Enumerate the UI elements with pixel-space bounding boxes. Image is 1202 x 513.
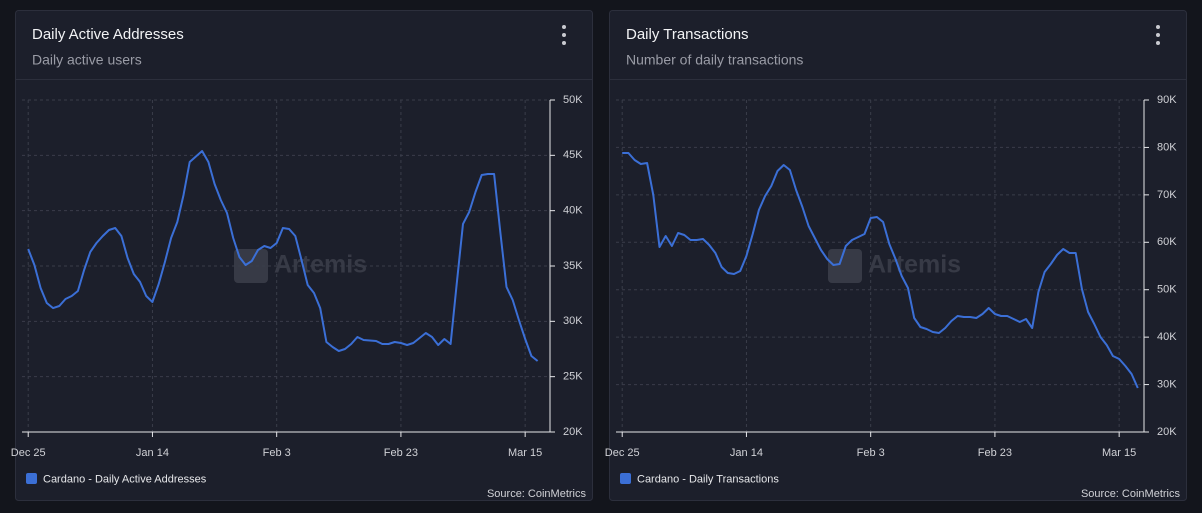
x-tick-label: Feb 23 (978, 447, 1012, 459)
panel-background (609, 10, 1187, 501)
data-line (27, 150, 539, 362)
watermark-text: Artemis (868, 251, 961, 279)
chart-title: Daily Active Addresses (32, 26, 184, 43)
y-tick-label: 90K (1157, 94, 1177, 106)
legend-label[interactable]: Cardano - Daily Transactions (637, 473, 779, 485)
watermark: Artemis (828, 249, 961, 283)
x-tick-label: Mar 15 (508, 447, 542, 459)
y-tick-label: 40K (563, 205, 583, 217)
y-tick-label: 30K (1157, 378, 1177, 390)
x-tick-label: Feb 3 (857, 447, 885, 459)
menu-dot (1156, 25, 1160, 29)
y-tick-label: 60K (1157, 236, 1177, 248)
y-tick-label: 80K (1157, 141, 1177, 153)
x-tick-label: Dec 25 (11, 447, 46, 459)
chart-subtitle: Daily active users (32, 52, 142, 68)
chart-panel: Daily Active Addresses Daily active users… (11, 10, 593, 501)
y-tick-label: 35K (563, 260, 583, 272)
y-tick-label: 50K (563, 94, 583, 106)
legend-label[interactable]: Cardano - Daily Active Addresses (43, 473, 207, 485)
y-tick-label: 45K (563, 149, 583, 161)
x-tick-label: Jan 14 (730, 447, 763, 459)
menu-dot (1156, 41, 1160, 45)
y-tick-label: 70K (1157, 189, 1177, 201)
watermark-text: Artemis (274, 251, 367, 279)
y-tick-label: 25K (563, 371, 583, 383)
chart-title: Daily Transactions (626, 26, 749, 43)
y-tick-label: 20K (563, 426, 583, 438)
legend-swatch[interactable] (620, 473, 631, 484)
x-tick-label: Jan 14 (136, 447, 169, 459)
source-note: Source: CoinMetrics (487, 488, 587, 500)
menu-dot (562, 25, 566, 29)
chart-subtitle: Number of daily transactions (626, 52, 803, 68)
watermark-logo (828, 249, 862, 283)
menu-dot (1156, 33, 1160, 37)
chart-panel: Daily Transactions Number of daily transa… (605, 10, 1187, 501)
data-line (622, 152, 1139, 389)
menu-dot (562, 33, 566, 37)
legend-swatch[interactable] (26, 473, 37, 484)
x-tick-label: Feb 3 (263, 447, 291, 459)
y-tick-label: 20K (1157, 426, 1177, 438)
source-note: Source: CoinMetrics (1081, 488, 1181, 500)
watermark: Artemis (234, 249, 367, 283)
x-tick-label: Feb 23 (384, 447, 418, 459)
menu-dot (562, 41, 566, 45)
y-tick-label: 30K (563, 315, 583, 327)
panel-background (15, 10, 593, 501)
y-tick-label: 40K (1157, 331, 1177, 343)
x-tick-label: Dec 25 (605, 447, 640, 459)
y-tick-label: 50K (1157, 284, 1177, 296)
x-tick-label: Mar 15 (1102, 447, 1136, 459)
